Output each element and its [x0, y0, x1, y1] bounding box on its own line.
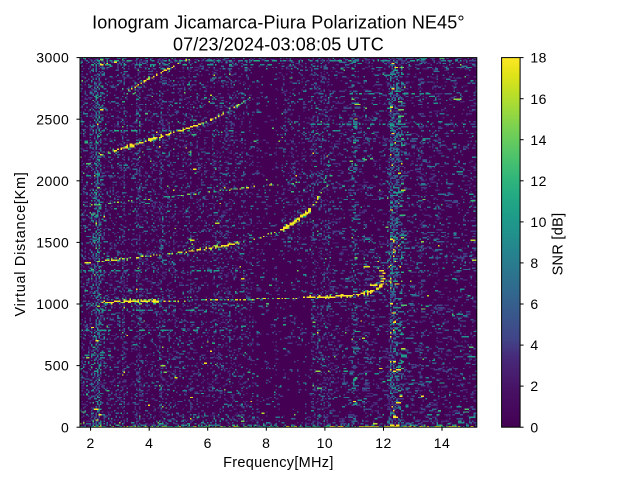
- svg-text:Virtual Distance[Km]: Virtual Distance[Km]: [13, 171, 29, 316]
- svg-text:8: 8: [262, 435, 270, 451]
- svg-text:0: 0: [530, 419, 538, 435]
- svg-text:16: 16: [530, 91, 546, 107]
- svg-text:12: 12: [375, 435, 391, 451]
- svg-text:18: 18: [530, 50, 546, 66]
- svg-text:10: 10: [530, 214, 546, 230]
- svg-text:6: 6: [204, 435, 212, 451]
- svg-text:12: 12: [530, 173, 546, 189]
- svg-text:14: 14: [530, 132, 546, 148]
- svg-text:14: 14: [434, 435, 450, 451]
- svg-text:2: 2: [530, 378, 538, 394]
- svg-text:10: 10: [317, 435, 333, 451]
- svg-text:500: 500: [44, 358, 69, 374]
- svg-text:Frequency[MHz]: Frequency[MHz]: [223, 455, 334, 471]
- svg-text:1000: 1000: [36, 296, 69, 312]
- svg-text:07/23/2024-03:08:05 UTC: 07/23/2024-03:08:05 UTC: [173, 35, 384, 55]
- svg-text:2500: 2500: [36, 111, 69, 127]
- svg-text:4: 4: [145, 435, 153, 451]
- svg-text:2000: 2000: [36, 173, 69, 189]
- svg-text:2: 2: [86, 435, 94, 451]
- svg-text:4: 4: [530, 337, 538, 353]
- svg-text:8: 8: [530, 255, 538, 271]
- svg-text:SNR [dB]: SNR [dB]: [550, 213, 566, 276]
- svg-text:Ionogram Jicamarca-Piura Polar: Ionogram Jicamarca-Piura Polarization NE…: [92, 13, 465, 33]
- svg-text:3000: 3000: [36, 50, 69, 66]
- svg-text:1500: 1500: [36, 235, 69, 251]
- svg-text:6: 6: [530, 296, 538, 312]
- svg-text:0: 0: [61, 419, 69, 435]
